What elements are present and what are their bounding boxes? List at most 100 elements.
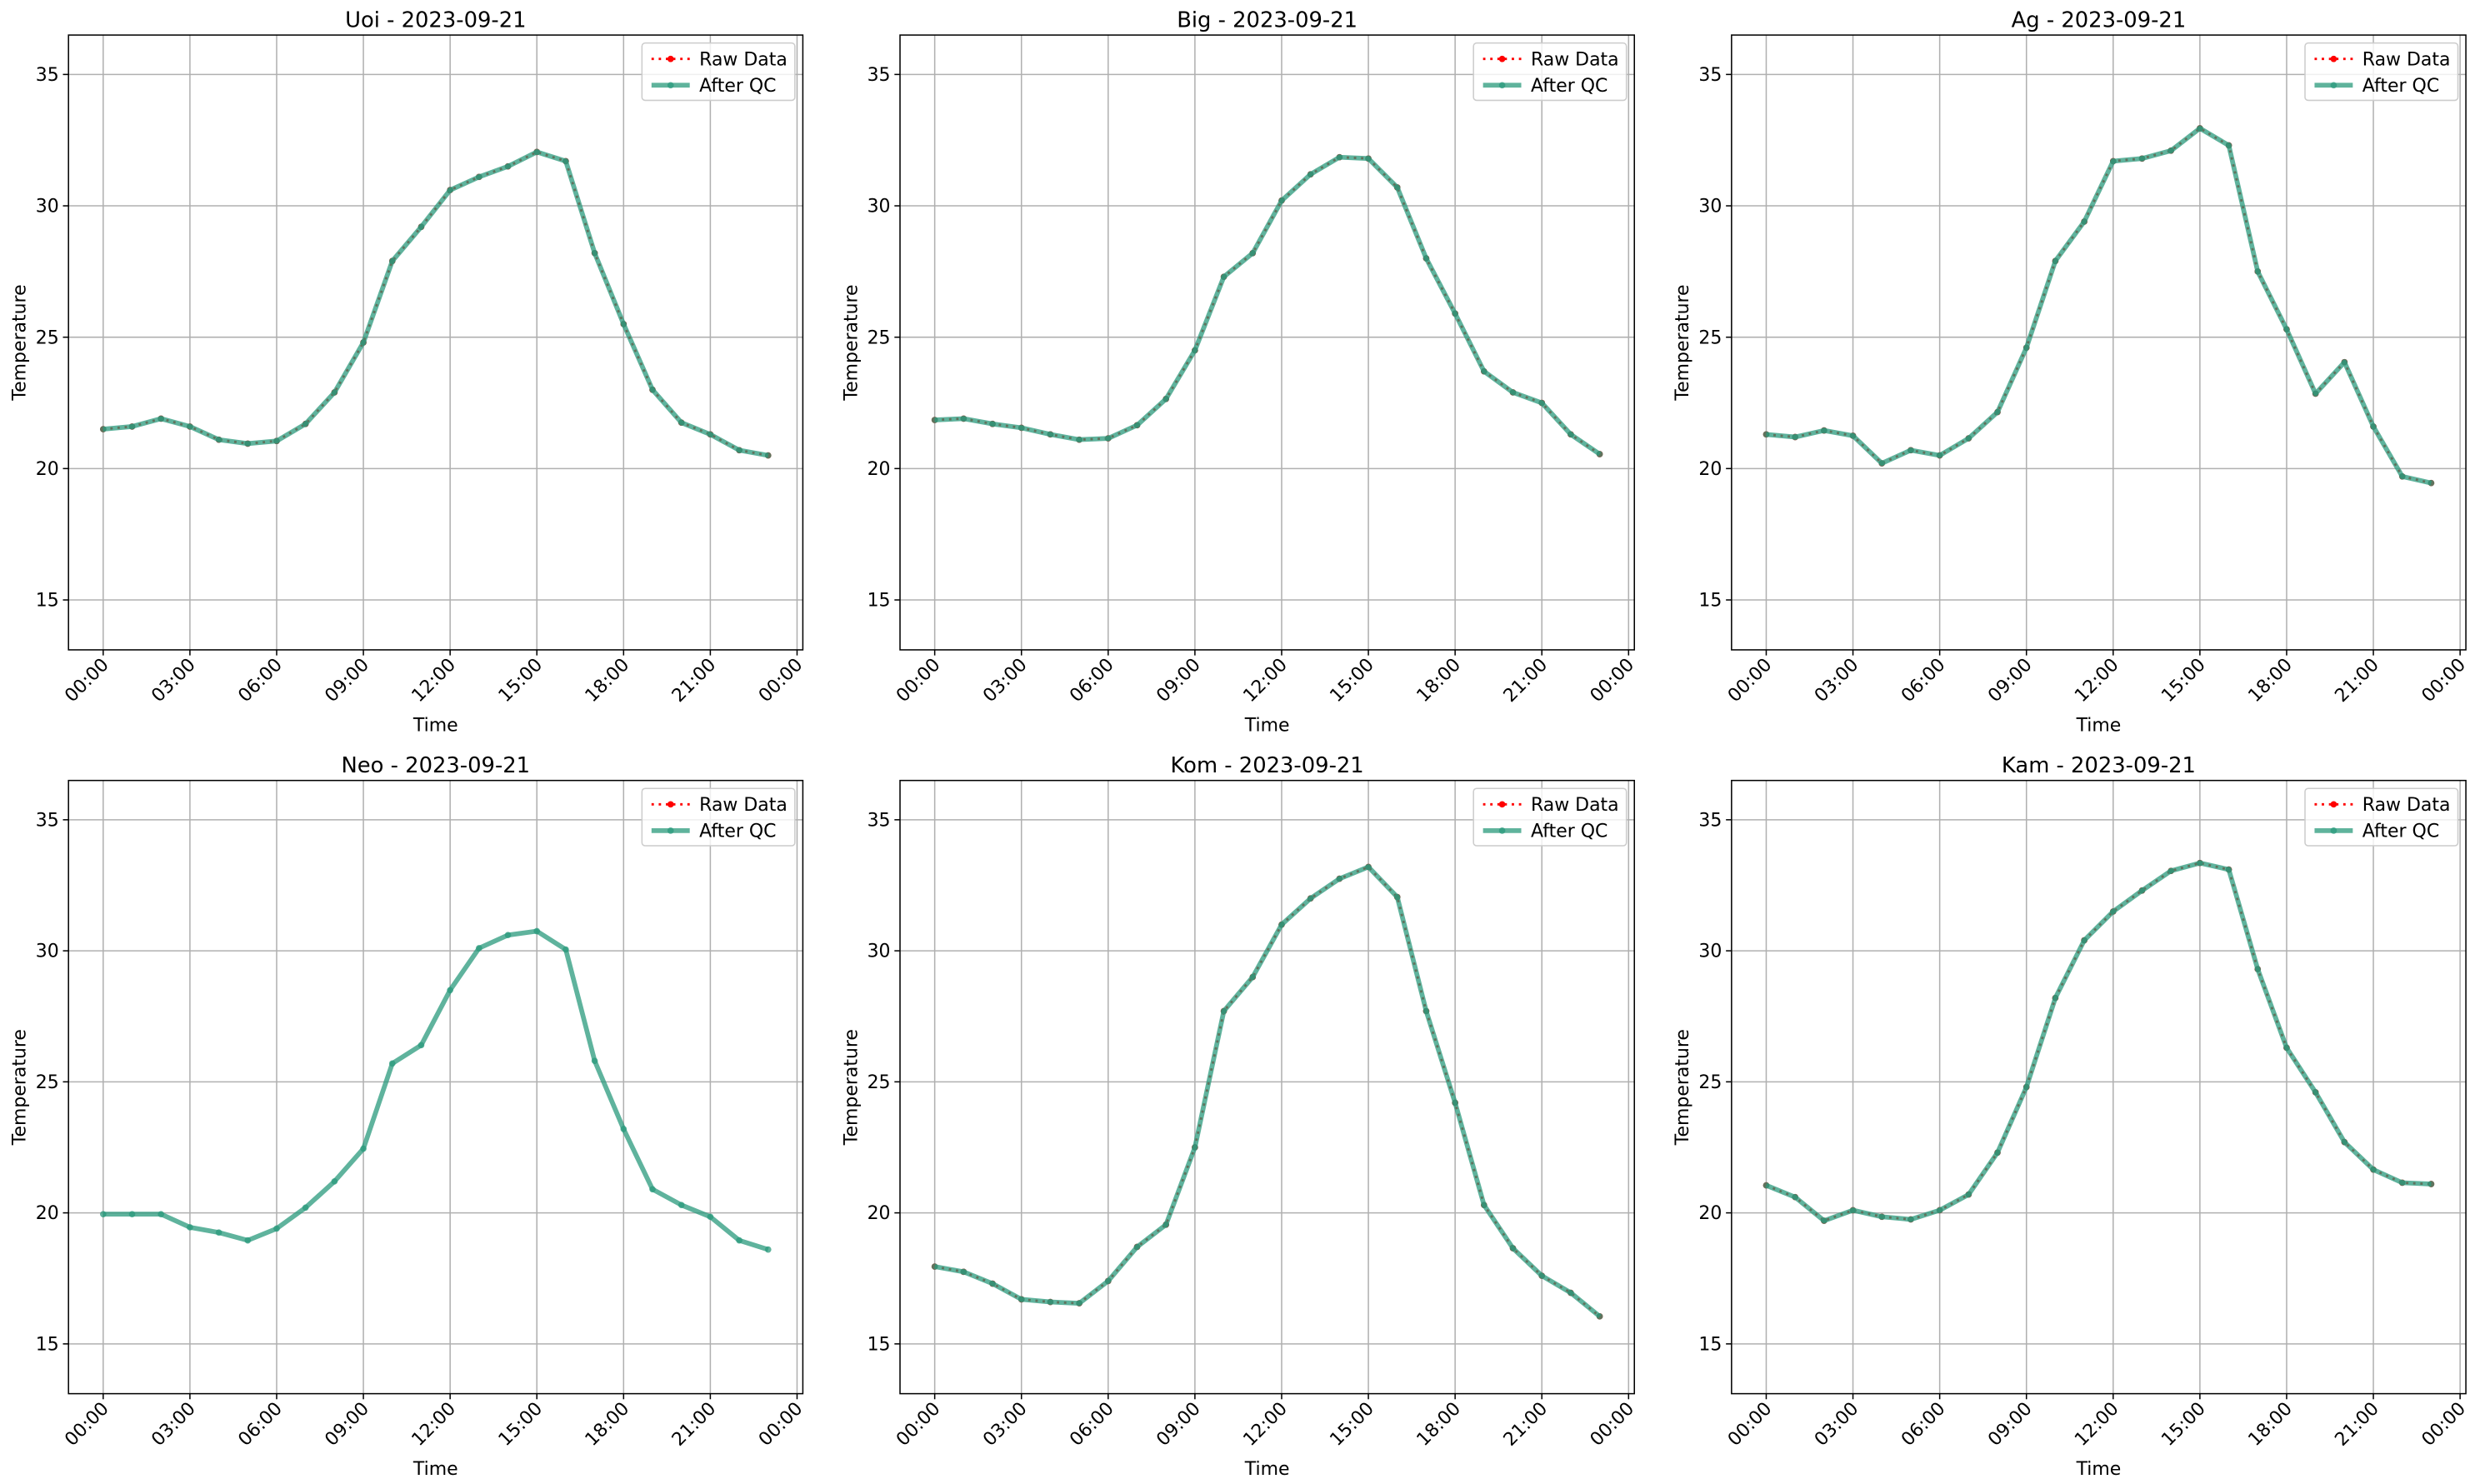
x-tick-label: 09:00 <box>322 655 373 707</box>
y-tick-label: 15 <box>1698 591 1722 612</box>
x-tick-label: 09:00 <box>1984 1398 2036 1450</box>
point <box>707 431 714 438</box>
point <box>764 452 772 459</box>
point <box>2283 326 2290 333</box>
x-axis-label: Time <box>1244 715 1290 736</box>
axes-frame <box>1731 779 2467 1395</box>
point <box>1994 408 2001 416</box>
y-tick-label: 20 <box>1698 459 1722 480</box>
point <box>2197 125 2203 132</box>
point <box>360 1145 367 1152</box>
point <box>1792 1193 1798 1201</box>
series-line <box>934 864 1602 1319</box>
point <box>2052 994 2059 1002</box>
x-tick-label: 18:00 <box>582 1398 633 1450</box>
point <box>2109 157 2117 165</box>
point <box>1307 895 1314 902</box>
point <box>1192 347 1198 354</box>
x-tick-label: 12:00 <box>408 1398 460 1450</box>
point <box>476 173 482 181</box>
point <box>302 1204 309 1212</box>
x-tick-label: 21:00 <box>1500 655 1552 707</box>
y-tick-label: 30 <box>36 942 59 962</box>
y-axis-label: Temperature <box>1672 1029 1693 1146</box>
point <box>2197 859 2203 867</box>
point <box>100 1211 107 1217</box>
point <box>128 1211 136 1217</box>
point <box>2022 344 2030 352</box>
x-tick-label: 12:00 <box>408 655 460 707</box>
point <box>418 223 425 231</box>
subplot: 15 20 25 30 35 00:00 03:00 06:00 09:00 12:00 15:00… <box>841 8 1638 737</box>
point <box>1908 1216 1914 1223</box>
point <box>764 1246 772 1253</box>
point <box>1596 451 1603 457</box>
x-tick-label: 03:00 <box>979 655 1031 707</box>
point <box>2428 479 2435 487</box>
x-tick-label: 03:00 <box>1811 1398 1862 1450</box>
point <box>187 423 193 430</box>
point <box>1162 395 1170 402</box>
y-tick-label: 25 <box>868 1072 891 1093</box>
legend-label: After QC <box>699 822 776 842</box>
point <box>215 1229 222 1237</box>
y-axis-label: Temperature <box>10 1029 31 1146</box>
x-tick-label: 00:00 <box>61 655 112 707</box>
point <box>2052 257 2059 265</box>
point <box>1849 1207 1857 1214</box>
point <box>1278 921 1285 928</box>
point <box>2138 887 2146 894</box>
point <box>273 437 280 445</box>
y-tick-label: 30 <box>1698 942 1722 962</box>
point <box>1393 893 1401 901</box>
y-tick-label: 15 <box>868 1334 891 1355</box>
point <box>1792 433 1798 441</box>
x-tick-label: 21:00 <box>1500 1398 1552 1450</box>
point <box>418 1042 425 1049</box>
x-tick-label: 03:00 <box>1811 655 1862 707</box>
y-tick-label: 15 <box>36 1334 59 1355</box>
subplot: 15 20 25 30 35 00:00 03:00 06:00 09:00 12:00 15:00… <box>841 753 1638 1480</box>
point <box>1220 1007 1228 1015</box>
point <box>2398 472 2406 480</box>
x-tick-label: 09:00 <box>322 1398 373 1450</box>
x-tick-label: 03:00 <box>979 1398 1031 1450</box>
point <box>678 1202 685 1208</box>
x-tick-label: 00:00 <box>1724 655 1776 707</box>
series-line <box>1766 127 2432 485</box>
axes-frame <box>899 34 1636 651</box>
x-axis-label: Time <box>412 1459 458 1480</box>
series-line <box>1766 126 2432 486</box>
point <box>331 389 338 396</box>
legend-label: After QC <box>2362 822 2439 842</box>
point <box>504 932 512 939</box>
x-tick-label: 00:00 <box>1587 1398 1638 1450</box>
subplot-title: Kom - 2023-09-21 <box>1171 753 1364 778</box>
point <box>736 1237 742 1244</box>
subplot-title: Neo - 2023-09-21 <box>342 753 531 778</box>
y-tick-label: 35 <box>868 810 891 831</box>
x-tick-label: 06:00 <box>1898 655 1949 707</box>
point <box>2081 937 2088 944</box>
x-tick-label: 00:00 <box>1587 655 1638 707</box>
y-axis-label: Temperature <box>841 1029 862 1146</box>
point <box>2283 1044 2290 1052</box>
point <box>931 417 938 423</box>
legend-marker <box>1498 55 1506 62</box>
point <box>1192 1144 1198 1151</box>
point <box>244 1237 252 1244</box>
legend-marker <box>667 801 674 808</box>
x-tick-label: 21:00 <box>668 655 720 707</box>
legend-label: After QC <box>699 76 776 97</box>
x-tick-label: 09:00 <box>1152 655 1204 707</box>
y-tick-label: 35 <box>868 65 891 86</box>
x-tick-label: 09:00 <box>1984 655 2036 707</box>
x-tick-label: 18:00 <box>2244 655 2296 707</box>
series-line <box>1765 862 2432 1222</box>
point <box>158 415 165 422</box>
point <box>1162 1221 1170 1228</box>
x-tick-label: 00:00 <box>755 655 807 707</box>
x-tick-label: 15:00 <box>1326 1398 1378 1450</box>
x-tick-label: 06:00 <box>234 655 286 707</box>
